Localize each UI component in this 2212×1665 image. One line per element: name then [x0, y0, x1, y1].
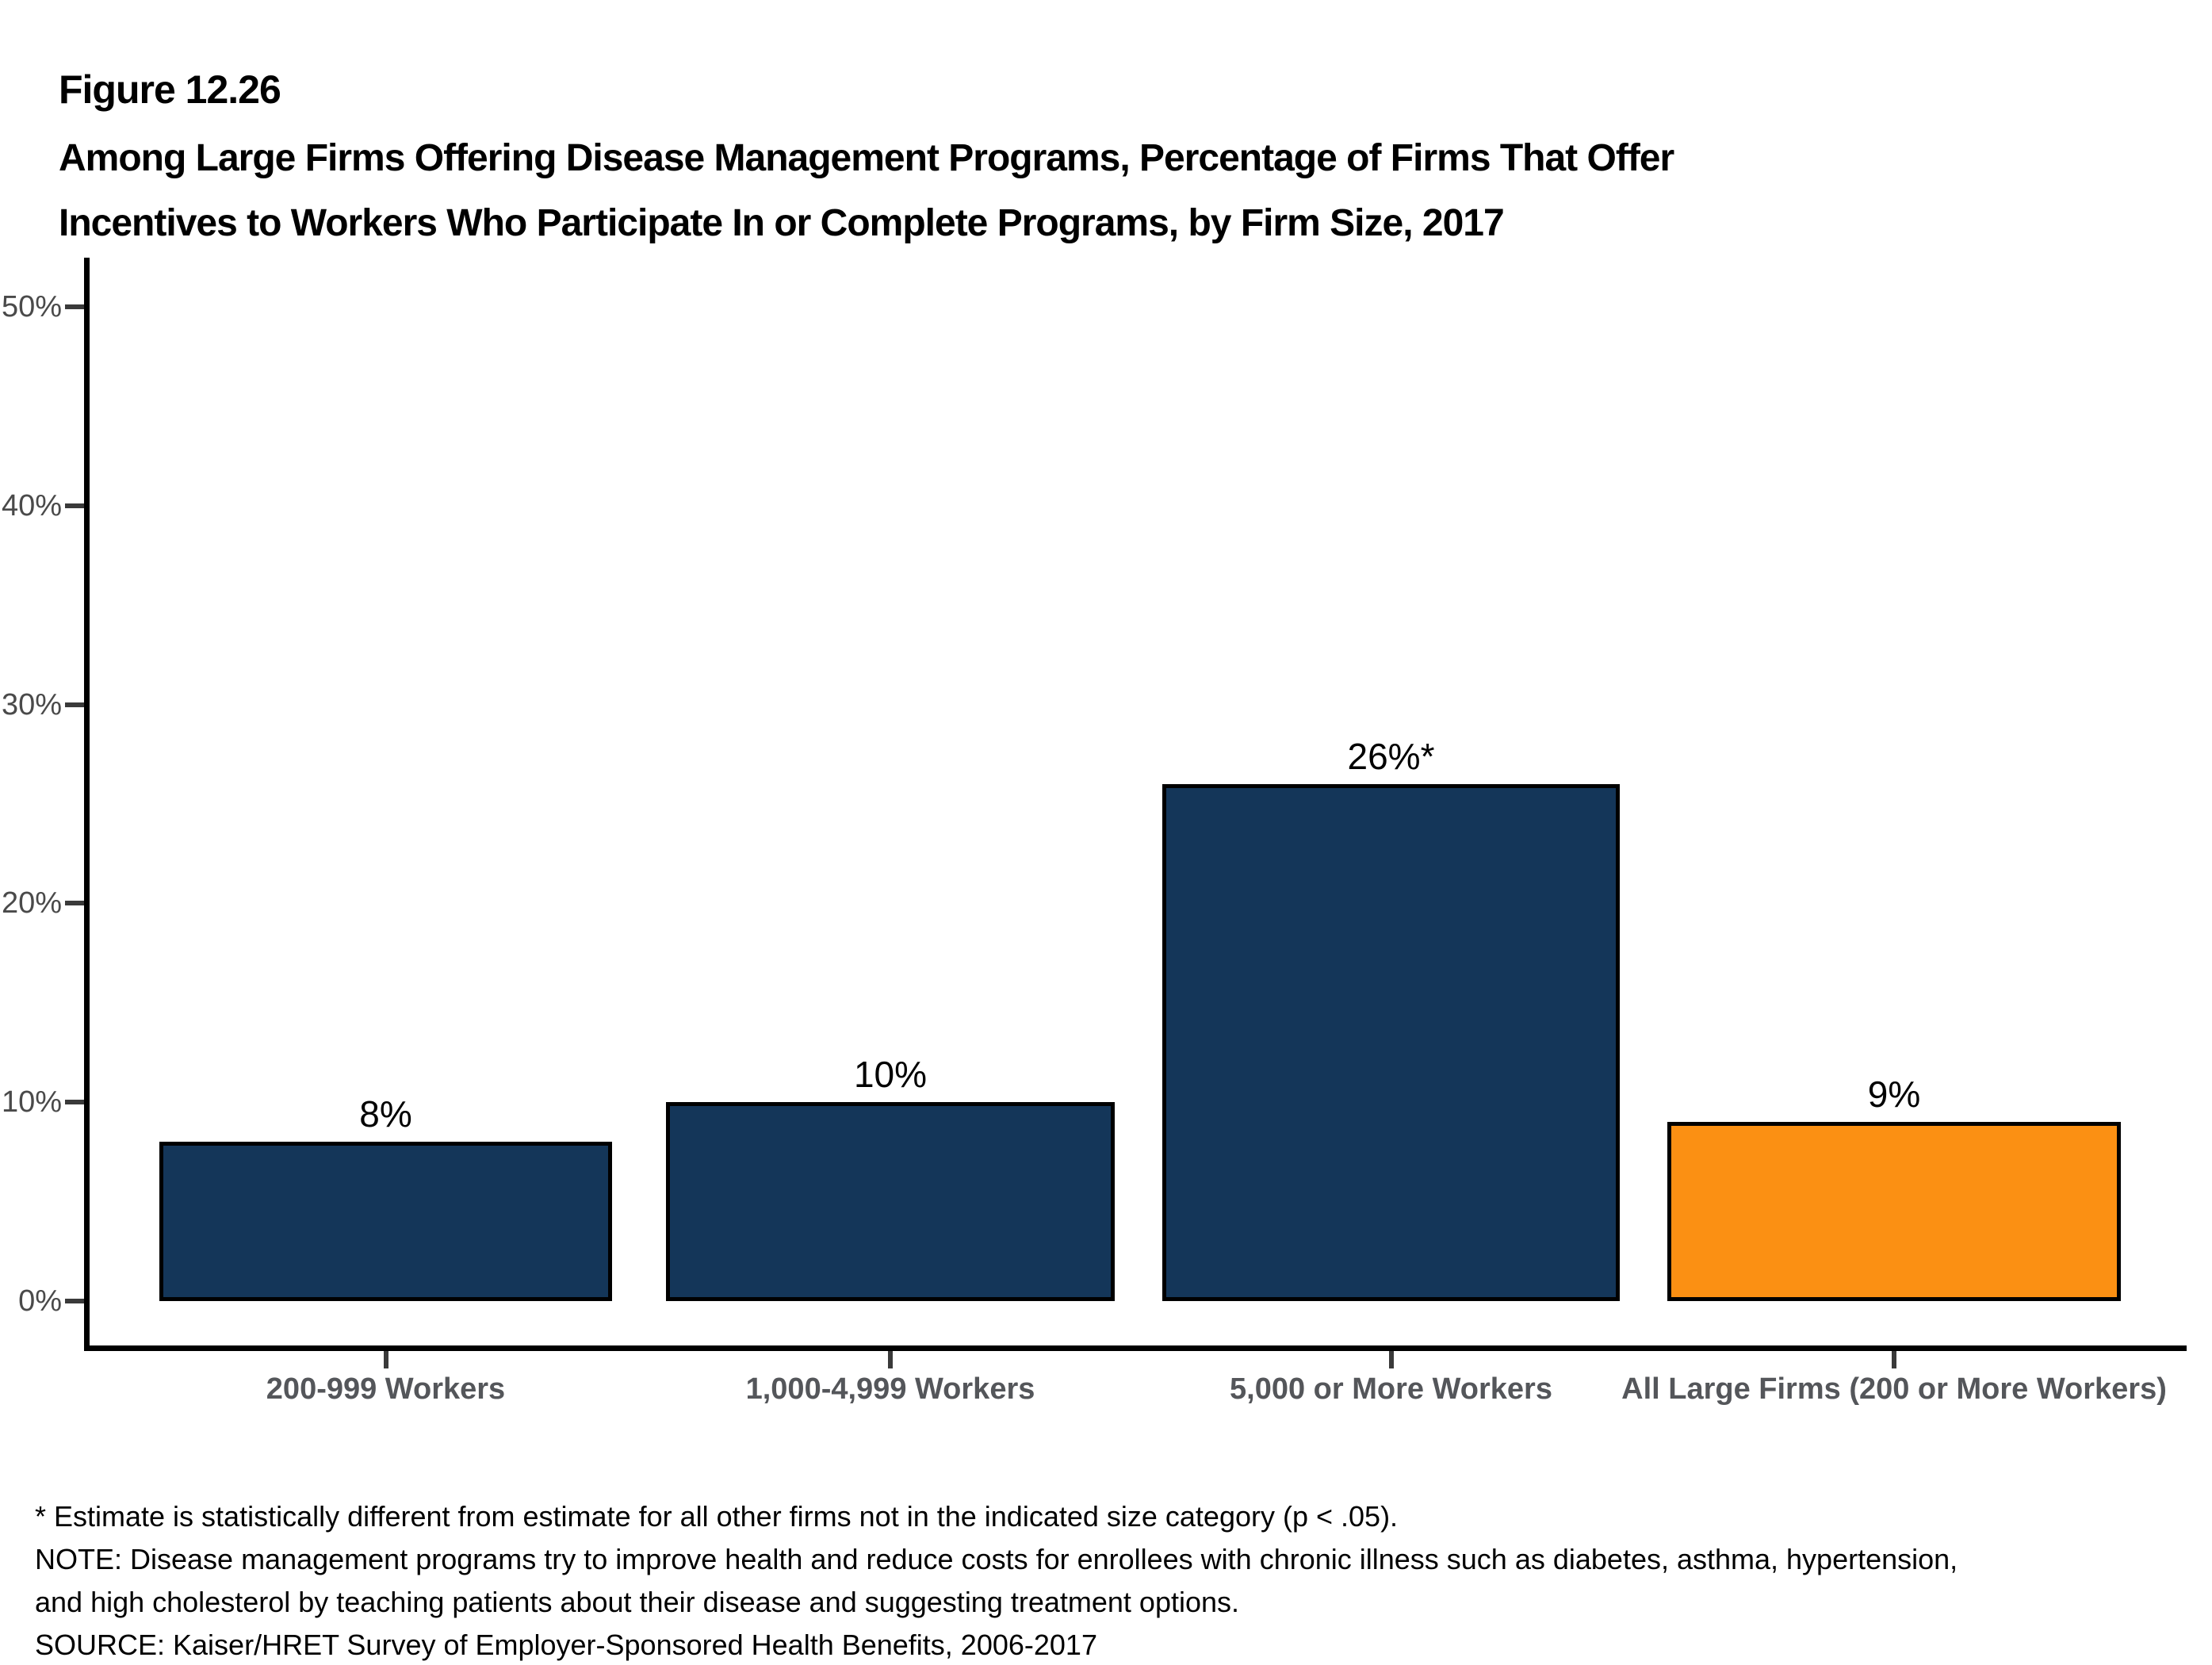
- category-label: 5,000 or More Workers: [1230, 1372, 1552, 1406]
- category-label: 1,000-4,999 Workers: [745, 1372, 1035, 1406]
- y-axis-tick-label: 40%: [1, 488, 62, 522]
- category-label: All Large Firms (200 or More Workers): [1621, 1372, 2167, 1406]
- y-axis-tick-label: 0%: [18, 1284, 62, 1318]
- chart-title-line-2: Incentives to Workers Who Participate In…: [59, 202, 1505, 244]
- y-axis-tick-mark: [65, 901, 84, 906]
- y-axis-tick-label: 50%: [1, 290, 62, 323]
- bar-2: [666, 1102, 1115, 1301]
- footnote-line: SOURCE: Kaiser/HRET Survey of Employer-S…: [35, 1629, 1097, 1661]
- y-axis-tick-label: 10%: [1, 1085, 62, 1120]
- bar-value-label: 26%*: [1347, 736, 1435, 777]
- category-label: 200-999 Workers: [266, 1372, 506, 1406]
- x-axis-tick-mark: [1892, 1351, 1896, 1368]
- footnote-line: NOTE: Disease management programs try to…: [35, 1543, 1958, 1575]
- bar-value-label: 9%: [1867, 1074, 1921, 1115]
- bar-3: [1162, 784, 1620, 1301]
- footnote-line: and high cholesterol by teaching patient…: [35, 1586, 1240, 1618]
- y-axis-tick-label: 20%: [1, 886, 62, 921]
- figure-number-label: Figure 12.26: [59, 67, 281, 112]
- x-axis-tick-mark: [1388, 1351, 1394, 1368]
- y-axis-spine: [84, 258, 90, 1351]
- bar-value-label: 10%: [853, 1054, 928, 1095]
- x-axis-tick-mark: [888, 1351, 893, 1368]
- x-axis-line: [84, 1345, 2187, 1351]
- y-axis-tick-mark: [65, 702, 84, 707]
- bar-4: [1667, 1122, 2121, 1301]
- footnote-line: * Estimate is statistically different fr…: [35, 1500, 1399, 1533]
- bar-1: [159, 1142, 612, 1301]
- bar-value-label: 8%: [359, 1093, 412, 1135]
- y-axis-tick-mark: [65, 304, 84, 309]
- y-axis-tick-label: 30%: [1, 687, 62, 722]
- x-axis-tick-mark: [383, 1351, 388, 1368]
- chart-title-line-1: Among Large Firms Offering Disease Manag…: [59, 137, 1674, 179]
- footnote-block: * Estimate is statistically different fr…: [35, 1495, 1958, 1665]
- y-axis-tick-mark: [65, 1100, 84, 1105]
- y-axis-tick-mark: [65, 503, 84, 508]
- y-axis-tick-mark: [65, 1299, 84, 1303]
